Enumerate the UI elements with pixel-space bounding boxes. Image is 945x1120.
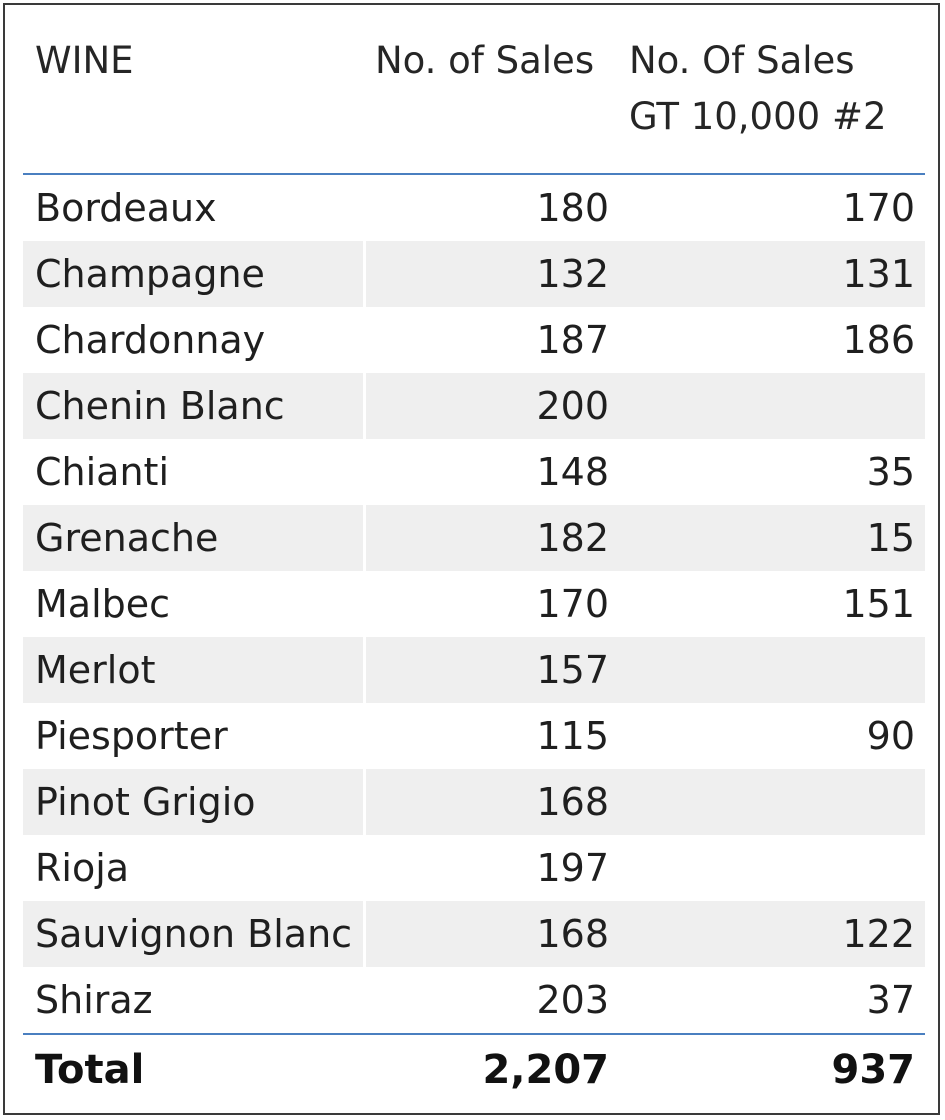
table-total-row: Total 2,207 937 xyxy=(23,1033,925,1109)
table-body: Bordeaux 180 170 Champagne 132 131 Chardonnay 1… xyxy=(23,175,925,1033)
cell-no-of-sales: 197 xyxy=(536,846,609,890)
table-row[interactable]: Bordeaux 180 170 xyxy=(23,175,925,241)
column-separator xyxy=(363,439,366,505)
cell-no-of-sales-gt-10000: 122 xyxy=(842,912,915,956)
cell-no-of-sales: 148 xyxy=(536,450,609,494)
cell-no-of-sales-gt-10000: 170 xyxy=(842,186,915,230)
table-row[interactable]: Malbec 170 151 xyxy=(23,571,925,637)
cell-no-of-sales-gt-10000: 15 xyxy=(866,516,915,560)
cell-no-of-sales: 200 xyxy=(536,384,609,428)
cell-wine: Rioja xyxy=(35,846,130,890)
cell-wine: Bordeaux xyxy=(35,186,217,230)
cell-wine: Grenache xyxy=(35,516,219,560)
cell-wine: Sauvignon Blanc xyxy=(35,912,353,956)
cell-no-of-sales: 180 xyxy=(536,186,609,230)
cell-no-of-sales: 182 xyxy=(536,516,609,560)
column-separator xyxy=(363,307,366,373)
cell-no-of-sales-gt-10000: 131 xyxy=(842,252,915,296)
cell-wine: Chenin Blanc xyxy=(35,384,285,428)
column-separator xyxy=(363,901,366,967)
table-row[interactable]: Grenache 182 15 xyxy=(23,505,925,571)
table-row[interactable]: Chenin Blanc 200 xyxy=(23,373,925,439)
cell-no-of-sales: 170 xyxy=(536,582,609,626)
total-no-of-sales: 2,207 xyxy=(482,1047,609,1093)
cell-no-of-sales: 168 xyxy=(536,780,609,824)
cell-wine: Champagne xyxy=(35,252,265,296)
cell-wine: Shiraz xyxy=(35,978,153,1022)
column-separator xyxy=(363,967,366,1033)
table-header: WINE No. of Sales No. Of Sales GT 10,000… xyxy=(23,5,925,175)
table-row[interactable]: Sauvignon Blanc 168 122 xyxy=(23,901,925,967)
cell-no-of-sales: 187 xyxy=(536,318,609,362)
column-separator xyxy=(363,175,366,241)
cell-wine: Pinot Grigio xyxy=(35,780,256,824)
column-separator xyxy=(363,835,366,901)
cell-no-of-sales-gt-10000: 186 xyxy=(842,318,915,362)
table-row[interactable]: Chianti 148 35 xyxy=(23,439,925,505)
column-separator xyxy=(363,637,366,703)
cell-no-of-sales: 115 xyxy=(536,714,609,758)
cell-no-of-sales: 132 xyxy=(536,252,609,296)
column-header-no-of-sales-gt-10000[interactable]: No. Of Sales GT 10,000 #2 xyxy=(629,33,886,145)
column-separator xyxy=(363,505,366,571)
table-visual-frame: WINE No. of Sales No. Of Sales GT 10,000… xyxy=(3,3,940,1115)
total-no-of-sales-gt-10000: 937 xyxy=(831,1047,916,1093)
column-separator xyxy=(363,241,366,307)
table-row[interactable]: Pinot Grigio 168 xyxy=(23,769,925,835)
cell-wine: Malbec xyxy=(35,582,171,626)
table-row[interactable]: Piesporter 115 90 xyxy=(23,703,925,769)
column-header-wine[interactable]: WINE xyxy=(35,39,134,82)
table-row[interactable]: Merlot 157 xyxy=(23,637,925,703)
cell-no-of-sales-gt-10000: 35 xyxy=(866,450,915,494)
table-row[interactable]: Champagne 132 131 xyxy=(23,241,925,307)
cell-no-of-sales-gt-10000: 37 xyxy=(866,978,915,1022)
table-row[interactable]: Shiraz 203 37 xyxy=(23,967,925,1033)
total-label: Total xyxy=(35,1047,145,1093)
column-separator xyxy=(363,373,366,439)
cell-no-of-sales-gt-10000: 90 xyxy=(866,714,915,758)
column-header-gt-line2: GT 10,000 #2 xyxy=(629,95,887,138)
cell-wine: Merlot xyxy=(35,648,156,692)
table-row[interactable]: Chardonnay 187 186 xyxy=(23,307,925,373)
cell-no-of-sales: 168 xyxy=(536,912,609,956)
column-separator xyxy=(363,769,366,835)
cell-no-of-sales: 203 xyxy=(536,978,609,1022)
column-separator xyxy=(363,571,366,637)
cell-wine: Piesporter xyxy=(35,714,228,758)
cell-no-of-sales-gt-10000: 151 xyxy=(842,582,915,626)
column-header-no-of-sales[interactable]: No. of Sales xyxy=(375,39,595,82)
column-header-gt-line1: No. Of Sales xyxy=(629,39,855,82)
column-separator xyxy=(363,703,366,769)
wine-sales-table: WINE No. of Sales No. Of Sales GT 10,000… xyxy=(23,5,925,1109)
table-row[interactable]: Rioja 197 xyxy=(23,835,925,901)
cell-wine: Chianti xyxy=(35,450,170,494)
cell-no-of-sales: 157 xyxy=(536,648,609,692)
cell-wine: Chardonnay xyxy=(35,318,266,362)
